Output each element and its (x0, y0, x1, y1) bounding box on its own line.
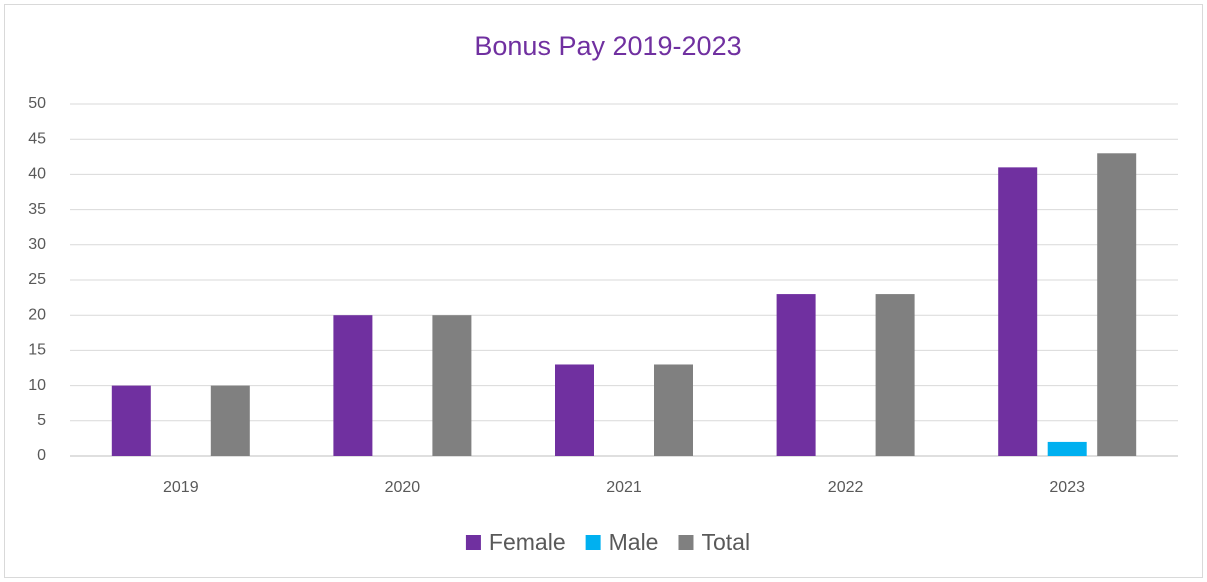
legend-label: Male (609, 529, 659, 555)
bar (333, 315, 373, 456)
y-tick-label: 25 (28, 271, 46, 288)
bar (1047, 441, 1087, 456)
bar (654, 364, 693, 456)
legend-swatch (585, 535, 601, 550)
y-tick-label: 35 (28, 201, 46, 218)
legend-swatch (465, 535, 481, 550)
bar (210, 385, 250, 456)
y-tick-label: 50 (28, 95, 46, 112)
chart-title: Bonus Pay 2019-2023 (474, 31, 741, 61)
y-tick-label: 15 (28, 342, 46, 359)
y-tick-label: 5 (37, 412, 46, 429)
x-tick-label: 2023 (1049, 479, 1085, 496)
bar (998, 167, 1038, 457)
bar (776, 294, 816, 456)
x-tick-label: 2021 (606, 479, 642, 496)
y-tick-label: 45 (28, 130, 46, 147)
bar (875, 294, 915, 456)
y-tick-label: 40 (28, 166, 46, 183)
bar (111, 385, 151, 456)
bar (432, 315, 472, 456)
y-tick-label: 0 (37, 447, 46, 464)
x-tick-label: 2020 (385, 479, 421, 496)
bar (1097, 153, 1137, 456)
legend-label: Female (489, 529, 566, 555)
y-tick-label: 20 (28, 306, 46, 323)
x-tick-label: 2022 (828, 479, 864, 496)
y-tick-label: 10 (28, 377, 46, 394)
legend-swatch (678, 535, 694, 550)
legend-label: Total (701, 529, 750, 555)
bar (555, 364, 594, 456)
x-tick-label: 2019 (163, 479, 199, 496)
y-tick-label: 30 (28, 236, 46, 253)
